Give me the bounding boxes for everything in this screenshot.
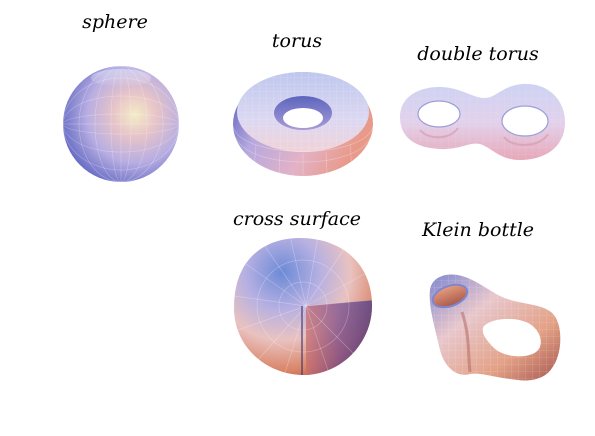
- double-torus-surface: [400, 83, 565, 160]
- cross-surface-surface: [234, 238, 372, 376]
- torus-surface: [232, 72, 374, 176]
- klein-bottle-surface: [429, 274, 561, 381]
- double-torus-label: double torus: [417, 43, 539, 65]
- klein-bottle-label: Klein bottle: [421, 219, 535, 241]
- sphere-label: sphere: [82, 11, 148, 33]
- cross-surface-label: cross surface: [232, 208, 362, 230]
- sphere-surface: [63, 66, 179, 182]
- torus-label: torus: [271, 30, 323, 52]
